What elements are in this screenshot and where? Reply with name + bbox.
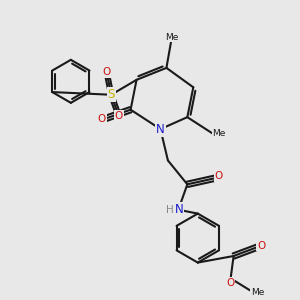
Text: O: O: [257, 241, 265, 250]
Text: O: O: [103, 67, 111, 77]
Text: Me: Me: [213, 129, 226, 138]
Text: O: O: [98, 114, 106, 124]
Text: O: O: [214, 171, 223, 181]
Text: S: S: [107, 88, 115, 101]
Text: N: N: [175, 203, 183, 216]
Text: Me: Me: [165, 33, 178, 42]
Text: O: O: [115, 111, 123, 121]
Text: Me: Me: [251, 288, 264, 297]
Text: N: N: [156, 123, 165, 136]
Text: O: O: [226, 278, 234, 288]
Text: H: H: [166, 205, 173, 215]
